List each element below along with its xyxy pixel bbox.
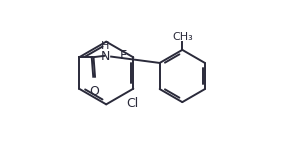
Text: N: N [100,50,110,63]
Text: F: F [119,49,127,62]
Text: H: H [101,41,109,51]
Text: O: O [89,85,99,97]
Text: CH₃: CH₃ [172,32,193,42]
Text: Cl: Cl [127,97,139,110]
